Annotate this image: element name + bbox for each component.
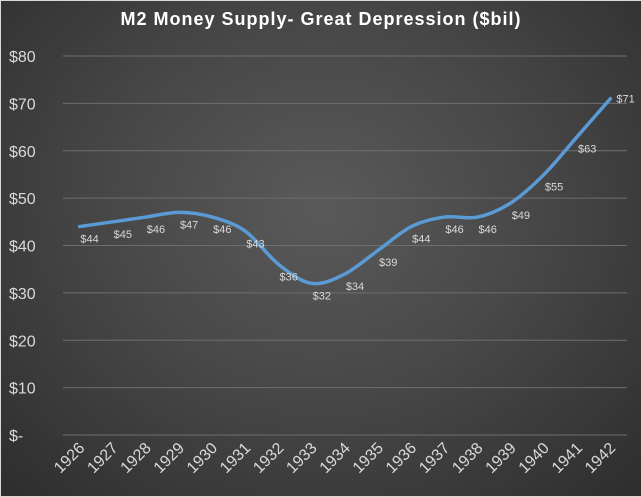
y-tick-label: $70 xyxy=(9,96,36,113)
x-tick-label: 1936 xyxy=(383,440,420,477)
data-label: $63 xyxy=(578,144,596,156)
x-tick-label: 1939 xyxy=(483,440,520,477)
series-line-group xyxy=(77,96,613,286)
y-tick-label: $20 xyxy=(9,333,36,350)
x-tick-label: 1938 xyxy=(449,440,486,477)
x-tick-label: 1942 xyxy=(582,440,619,477)
x-tick-label: 1932 xyxy=(250,440,287,477)
data-label: $36 xyxy=(279,271,297,283)
x-tick-label: 1926 xyxy=(51,440,88,477)
gridlines xyxy=(63,55,627,436)
y-tick-label: $50 xyxy=(9,191,36,208)
x-tick-label: 1929 xyxy=(151,440,188,477)
data-label: $32 xyxy=(313,290,331,302)
data-label: $45 xyxy=(114,229,132,241)
chart-title: M2 Money Supply- Great Depression ($bil) xyxy=(120,9,522,29)
data-label: $39 xyxy=(379,257,397,269)
y-tick-label: $60 xyxy=(9,144,36,161)
y-tick-label: $10 xyxy=(9,381,36,398)
data-label: $46 xyxy=(445,224,463,236)
data-label: $46 xyxy=(147,224,165,236)
data-label: $46 xyxy=(213,224,231,236)
y-tick-label: $- xyxy=(9,428,23,445)
y-tick-label: $80 xyxy=(9,49,36,66)
data-label: $46 xyxy=(479,224,497,236)
x-tick-label: 1933 xyxy=(283,440,320,477)
x-tick-label: 1940 xyxy=(516,440,553,477)
data-label: $44 xyxy=(80,234,98,246)
x-tick-label: 1930 xyxy=(184,440,221,477)
data-labels: $44 $45 $46 $47 $46 $43 $36 $32 $34 $39 $44 $46 $46 $… xyxy=(80,94,634,303)
y-axis-ticks: $- $10 $20 $30 $40 $50 $60 $70 $80 xyxy=(9,49,36,445)
x-tick-label: 1931 xyxy=(217,440,254,477)
y-tick-label: $30 xyxy=(9,286,36,303)
x-axis-ticks: 1926192719281929193019311932193319341935… xyxy=(51,440,619,477)
x-tick-label: 1928 xyxy=(118,440,155,477)
data-label: $47 xyxy=(180,219,198,231)
data-label: $44 xyxy=(412,234,430,246)
y-tick-label: $40 xyxy=(9,239,36,256)
data-label: $55 xyxy=(545,181,563,193)
data-label: $49 xyxy=(512,210,530,222)
x-tick-label: 1935 xyxy=(350,440,387,477)
data-label: $71 xyxy=(616,94,634,106)
x-tick-label: 1937 xyxy=(416,440,453,477)
data-label: $34 xyxy=(346,281,364,293)
x-tick-label: 1934 xyxy=(317,440,354,477)
series-line xyxy=(77,96,613,286)
data-label: $43 xyxy=(246,238,264,250)
x-tick-label: 1927 xyxy=(84,440,121,477)
x-tick-label: 1941 xyxy=(549,440,586,477)
